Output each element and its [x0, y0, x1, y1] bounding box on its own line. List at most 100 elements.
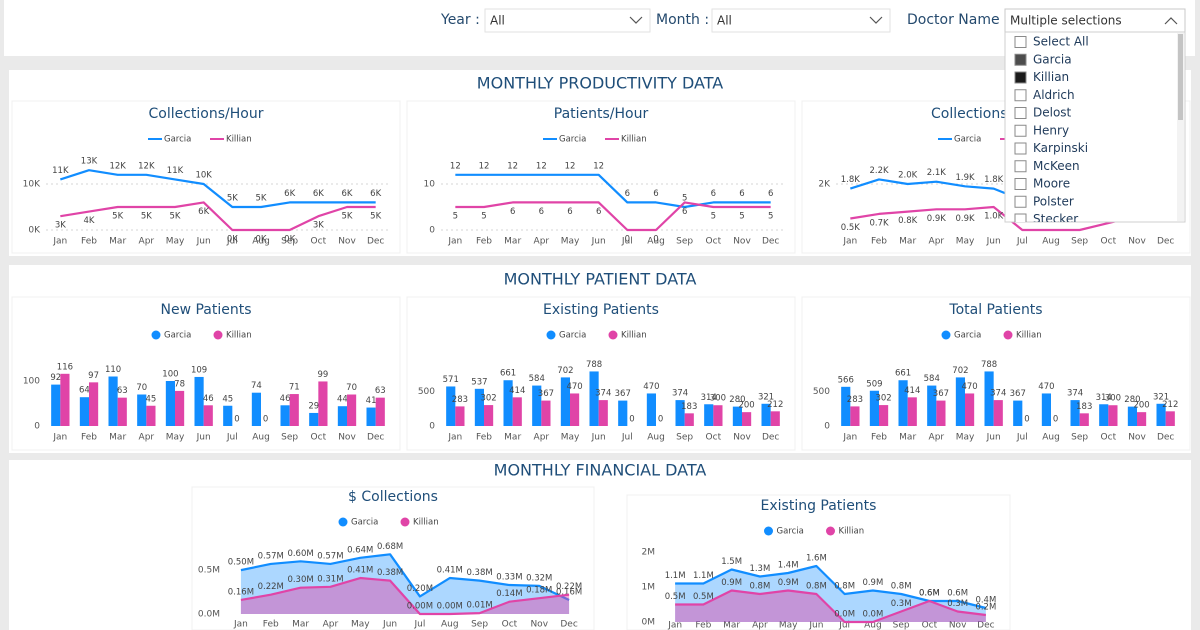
- dropdown-item[interactable]: Moore: [1033, 177, 1070, 191]
- line: [240, 576, 570, 616]
- legend-label: Garcia: [777, 527, 804, 537]
- data-label: 0: [653, 235, 658, 245]
- data-label: 1.1M: [693, 571, 714, 581]
- y-tick-label: 0: [34, 422, 40, 432]
- chart-card: [801, 296, 1191, 451]
- checkbox[interactable]: [1014, 195, 1027, 208]
- y-tick-label: 0: [824, 422, 830, 432]
- dropdown-item[interactable]: Stecker: [1033, 212, 1078, 226]
- data-label: 321: [758, 392, 774, 402]
- x-tick-label: Dec: [560, 620, 577, 630]
- x-tick-label: Aug: [252, 433, 270, 443]
- x-tick-label: Feb: [81, 433, 97, 443]
- data-label: 0K: [284, 235, 295, 245]
- x-tick-label: Dec: [977, 621, 994, 630]
- data-label: 116: [57, 362, 73, 372]
- bar: [337, 406, 347, 426]
- data-label: 6K: [284, 189, 295, 199]
- x-tick-label: Aug: [647, 433, 665, 443]
- data-label: 0.22M: [556, 582, 582, 592]
- x-tick-label: Jan: [447, 237, 462, 247]
- area: [240, 554, 570, 614]
- data-label: 509: [866, 379, 882, 389]
- data-label: 0.8K: [898, 216, 918, 226]
- data-label: 0.5M: [693, 592, 714, 602]
- data-label: 64: [79, 386, 90, 396]
- bar: [165, 381, 175, 426]
- data-label: 200: [1133, 401, 1149, 411]
- data-label: 0.4M: [975, 596, 996, 606]
- filter-label: Month :: [656, 12, 709, 28]
- filter-box[interactable]: [484, 8, 651, 33]
- dropdown-item[interactable]: Select All: [1033, 35, 1089, 49]
- data-label: 0.3M: [891, 599, 912, 609]
- chart-card: [406, 296, 796, 451]
- legend-swatch: [213, 330, 223, 340]
- chart-title: $ Collections: [348, 489, 438, 505]
- checkbox[interactable]: [1014, 71, 1027, 84]
- checkbox[interactable]: [1014, 89, 1027, 102]
- checkbox[interactable]: [1014, 213, 1027, 225]
- data-label: 280: [729, 395, 745, 405]
- data-label: 6: [539, 207, 544, 217]
- dropdown-item[interactable]: Polster: [1033, 194, 1074, 208]
- x-tick-label: Jun: [196, 433, 211, 443]
- data-label: 10K: [195, 171, 212, 181]
- checkbox[interactable]: [1014, 160, 1027, 173]
- bar: [1099, 404, 1109, 426]
- chart-title: New Patients: [160, 302, 251, 318]
- x-tick-label: Jan: [233, 620, 248, 630]
- bar: [137, 394, 147, 426]
- data-label: 212: [1162, 400, 1178, 410]
- data-label: 280: [1124, 395, 1140, 405]
- data-label: 12: [565, 161, 576, 171]
- data-label: 321: [1153, 392, 1169, 402]
- x-tick-label: Feb: [871, 433, 887, 443]
- dropdown-item[interactable]: Delost: [1033, 106, 1072, 120]
- x-tick-label: May: [351, 620, 370, 630]
- x-tick-label: Nov: [1128, 433, 1146, 443]
- checkbox[interactable]: [1014, 178, 1027, 190]
- checkbox[interactable]: [1014, 107, 1027, 119]
- data-label: 44: [337, 395, 348, 405]
- bar: [761, 403, 771, 426]
- filter-box[interactable]: [711, 8, 891, 33]
- y-tick-label: 0: [429, 422, 435, 432]
- x-tick-label: Aug: [1042, 433, 1060, 443]
- data-label: 0.00M: [407, 602, 433, 612]
- data-label: 367: [933, 389, 949, 399]
- dropdown-item[interactable]: Henry: [1033, 123, 1069, 137]
- data-label: 0: [1024, 415, 1029, 425]
- dropdown-panel: [1004, 31, 1186, 223]
- x-tick-label: Apr: [929, 237, 945, 247]
- bar: [898, 380, 908, 426]
- data-label: 414: [904, 386, 920, 396]
- legend-label: Killian: [1016, 331, 1042, 341]
- checkbox[interactable]: [1014, 142, 1027, 155]
- x-tick-label: Jul: [621, 237, 633, 247]
- dropdown-item[interactable]: Aldrich: [1033, 88, 1075, 102]
- dropdown-item[interactable]: Killian: [1033, 70, 1069, 84]
- dropdown-item[interactable]: McKeen: [1033, 159, 1080, 173]
- data-label: 0.8M: [806, 582, 827, 592]
- dropdown-item[interactable]: Garcia: [1033, 52, 1072, 66]
- legend-label: Garcia: [559, 331, 586, 341]
- checkbox[interactable]: [1014, 53, 1027, 66]
- data-label: 74: [251, 381, 262, 391]
- x-tick-label: Apr: [534, 237, 550, 247]
- bar: [503, 380, 513, 426]
- checkbox[interactable]: [1014, 36, 1027, 48]
- data-label: 6: [768, 189, 773, 199]
- x-tick-label: Mar: [899, 237, 916, 247]
- checkbox[interactable]: [1014, 124, 1027, 137]
- scrollbar-thumb[interactable]: [1178, 34, 1183, 120]
- section-title: MONTHLY FINANCIAL DATA: [494, 461, 707, 480]
- data-label: 0.31M: [317, 574, 343, 584]
- data-label: 0.14M: [496, 589, 522, 599]
- dropdown-item[interactable]: Karpinski: [1033, 141, 1088, 155]
- data-label: 0.38M: [466, 568, 492, 578]
- data-label: 0.2M: [975, 603, 996, 613]
- bar: [146, 405, 156, 426]
